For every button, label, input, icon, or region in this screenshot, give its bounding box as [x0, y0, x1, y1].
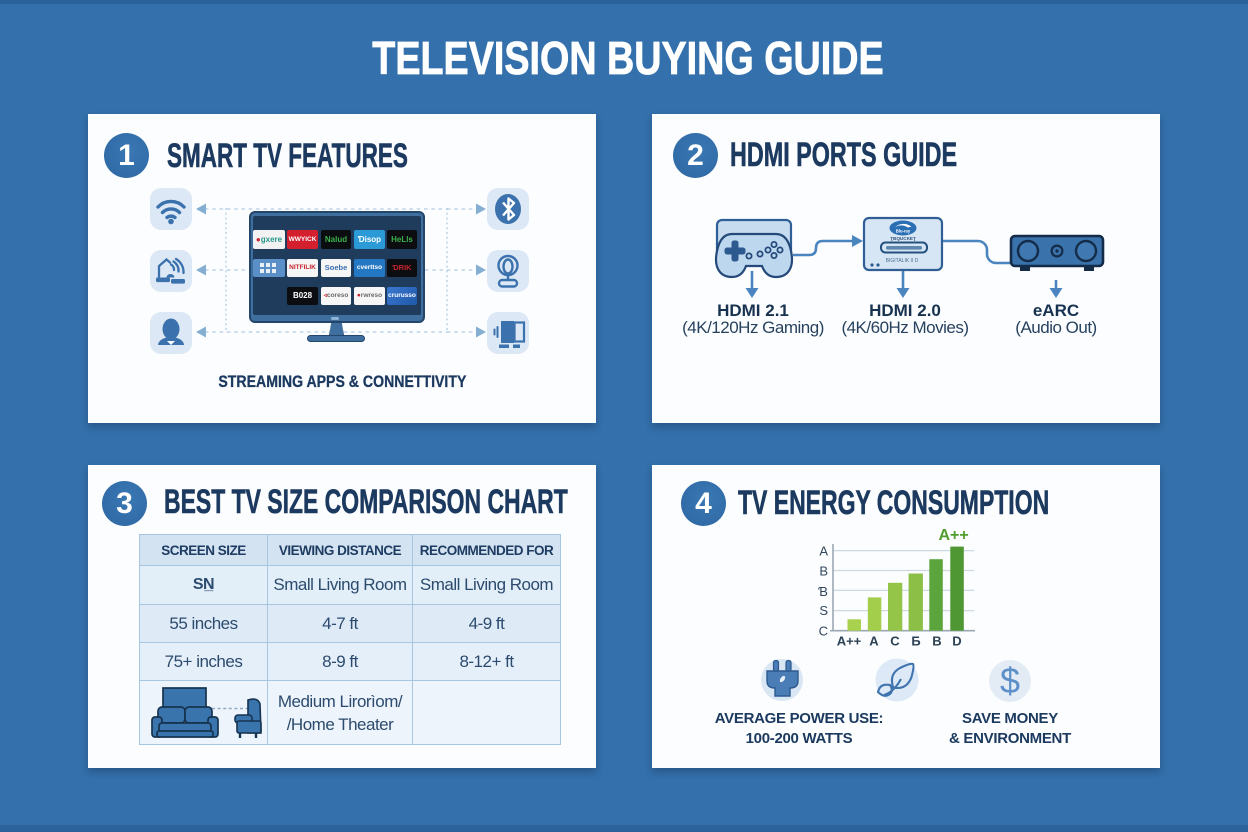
svg-text:A++: A++: [837, 633, 862, 648]
svg-text:Blu-ray: Blu-ray: [896, 229, 911, 234]
svg-text:C: C: [819, 623, 828, 638]
svg-text:B: B: [819, 564, 828, 579]
svg-text:B: B: [932, 633, 941, 648]
svg-text:A: A: [819, 543, 828, 558]
svg-text:A++: A++: [938, 527, 968, 544]
svg-text:Ƃ: Ƃ: [911, 633, 920, 648]
svg-text:S: S: [819, 603, 828, 618]
svg-text:D: D: [952, 633, 961, 648]
svg-text:C: C: [890, 633, 900, 648]
svg-text:Ɓ: Ɓ: [818, 584, 828, 599]
svg-text:A: A: [869, 633, 879, 648]
svg-text:$: $: [1000, 660, 1020, 701]
svg-text:ƮBQUCKEƮ: ƮBQUCKEƮ: [890, 236, 916, 241]
svg-text:BIGITALIK II D: BIGITALIK II D: [886, 258, 919, 264]
